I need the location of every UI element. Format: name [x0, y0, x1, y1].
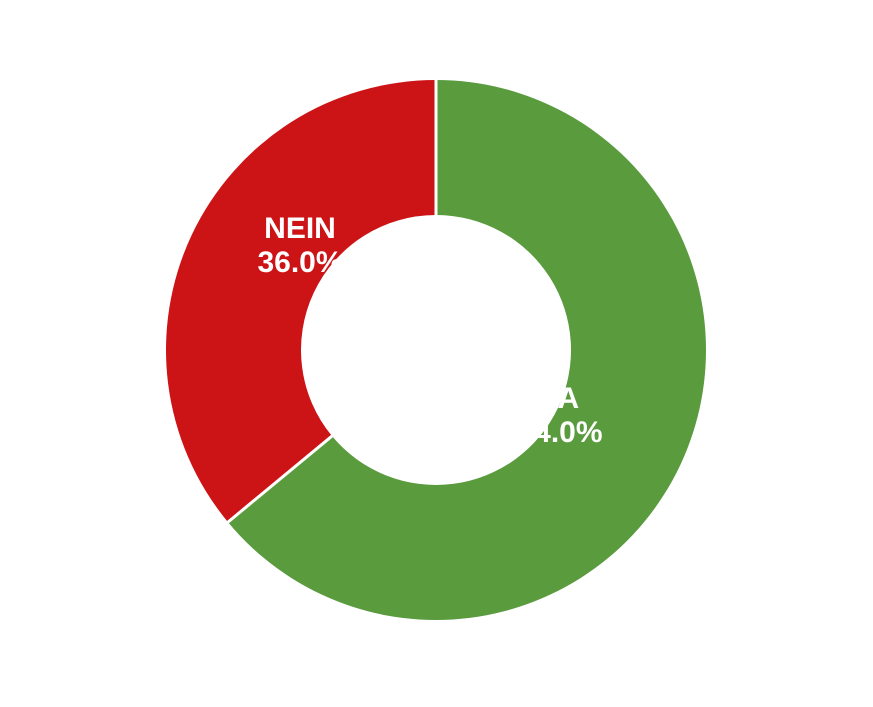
slice-label-value: 36.0% — [257, 246, 342, 279]
slice-label-name: NEIN — [264, 212, 336, 245]
slice-label-value: 64.0% — [517, 416, 602, 449]
donut-chart-svg: JA64.0% NEIN36.0% — [0, 0, 873, 707]
slice-label-nein: NEIN36.0% — [257, 212, 342, 279]
slice-label-name: JA — [541, 382, 579, 415]
donut-chart: JA64.0% NEIN36.0% — [0, 0, 873, 707]
